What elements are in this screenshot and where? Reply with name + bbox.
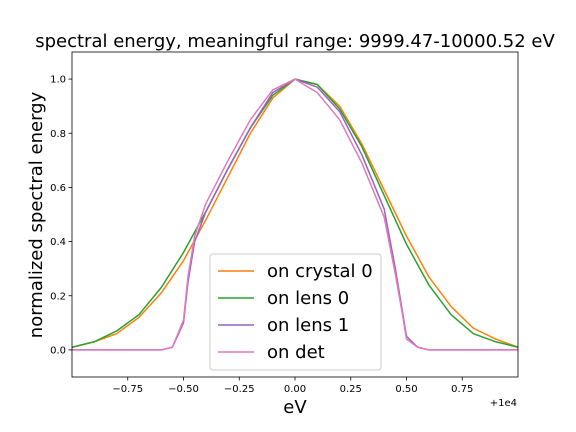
y-tick-label: 0.4 — [50, 237, 66, 248]
x-tick-label: −0.50 — [168, 384, 199, 395]
legend-box — [209, 253, 382, 371]
x-tick-label: 0.75 — [451, 384, 473, 395]
y-tick-label: 1.0 — [50, 75, 66, 86]
chart-title: spectral energy, meaningful range: 9999.… — [35, 31, 555, 52]
x-tick-label: 0.25 — [340, 384, 362, 395]
y-tick-label: 0.6 — [50, 183, 66, 194]
x-offset-label: +1e4 — [490, 398, 517, 409]
x-axis-label: eV — [283, 397, 307, 418]
x-tick-label: 0.50 — [395, 384, 417, 395]
plot-area: −0.75 −0.50 −0.25 0.00 0.25 0.50 0.75 0.0 0.2 0.4… — [50, 51, 519, 395]
x-tick-label: −0.25 — [224, 384, 255, 395]
x-tick-label: −0.75 — [112, 384, 143, 395]
y-tick-label: 0.8 — [50, 129, 66, 140]
y-axis-label: normalized spectral energy — [26, 91, 47, 338]
legend-label: on lens 0 — [267, 288, 349, 309]
legend: on crystal 0 on lens 0 on lens 1 on det — [209, 253, 382, 371]
y-tick-label: 0.0 — [50, 345, 66, 356]
legend-label: on det — [267, 342, 325, 363]
x-tick-label: 0.00 — [284, 384, 306, 395]
legend-label: on crystal 0 — [267, 261, 373, 282]
legend-label: on lens 1 — [267, 315, 349, 336]
series-line-3 — [72, 78, 518, 351]
y-tick-label: 0.2 — [50, 291, 66, 302]
